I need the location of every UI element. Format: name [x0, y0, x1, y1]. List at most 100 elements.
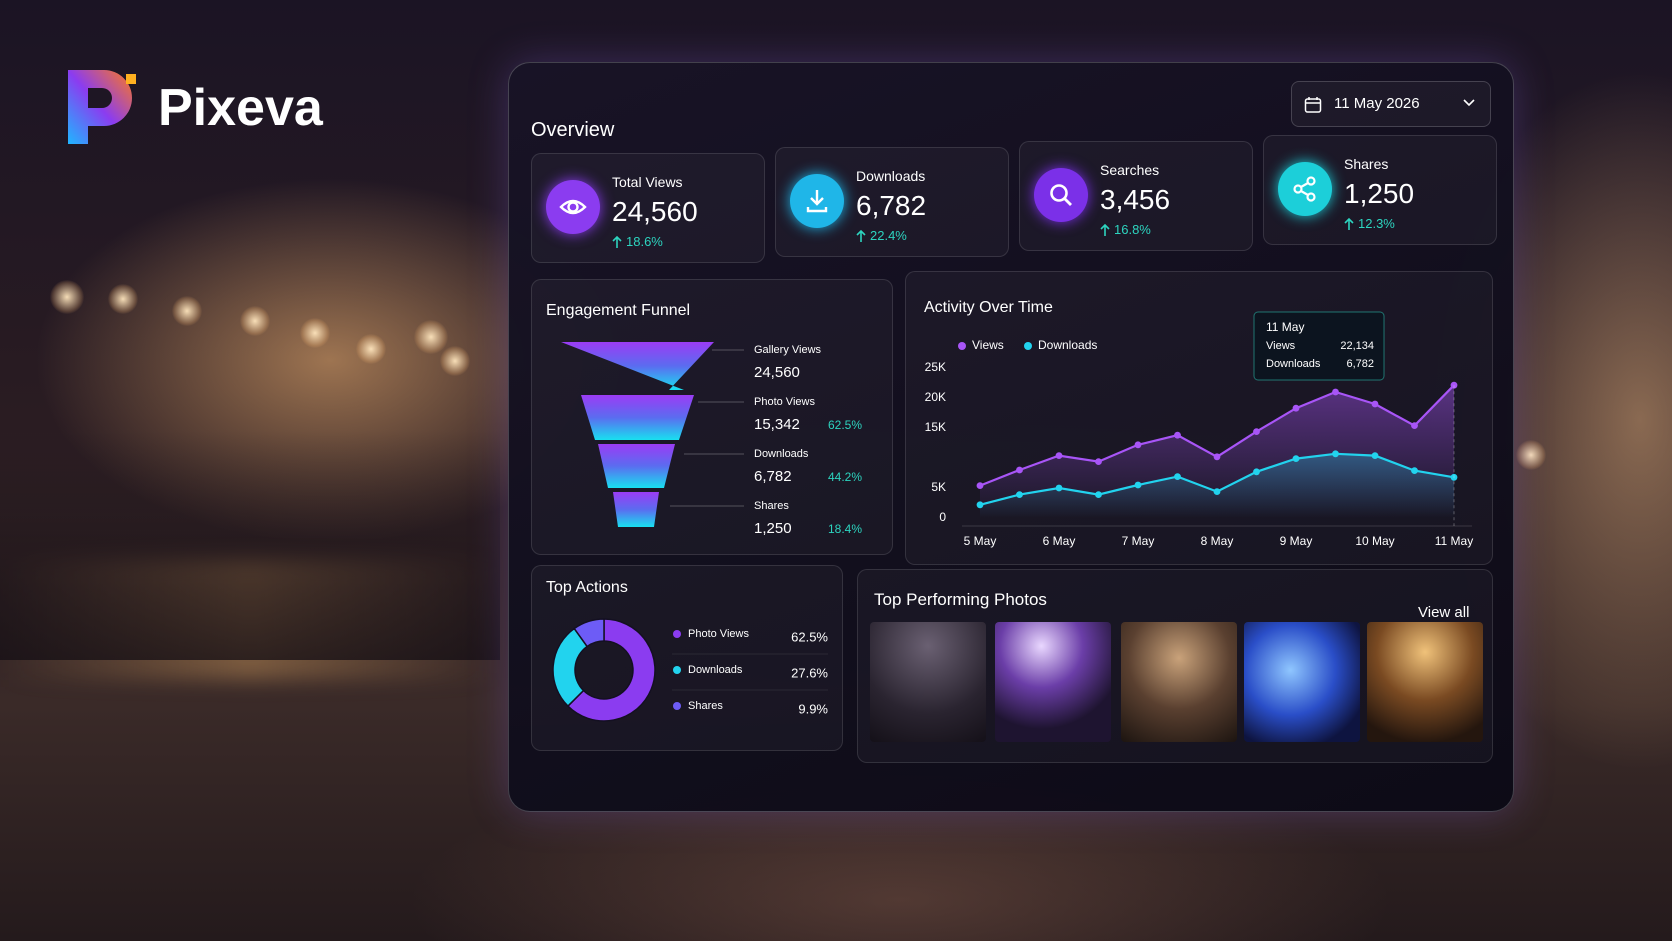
kpi-value: 3,456	[1100, 184, 1171, 215]
stage-value: 15,342	[754, 416, 800, 433]
kpi-card: Searches 3,456 16.8%	[1019, 141, 1253, 251]
x-tick-label: 9 May	[1280, 534, 1313, 548]
value-label: 62.5%	[791, 629, 828, 644]
bokeh	[108, 284, 138, 314]
kpi-change-text: 18.6%	[626, 234, 663, 249]
legend-label: Downloads	[688, 664, 743, 676]
kpi-card: Downloads 6,782 22.4%	[775, 147, 1009, 257]
value-label: 27.6%	[791, 665, 828, 680]
kpi-change-text: 16.8%	[1114, 222, 1151, 237]
kpi-icon	[546, 180, 600, 234]
point	[1055, 452, 1063, 459]
kpi-change: 18.6%	[612, 234, 712, 250]
kpi-icon	[790, 174, 844, 228]
x-tick-label: 7 May	[1122, 534, 1155, 548]
photo-thumb	[1244, 622, 1360, 742]
tooltip-title: 11 May	[1266, 320, 1304, 334]
tooltip-value: 6,782	[1346, 358, 1374, 370]
stage-rate: 44.2%	[828, 470, 863, 484]
kpi-card: Total Views 24,560 18.6%	[531, 153, 765, 263]
bokeh	[172, 296, 202, 326]
point	[1411, 467, 1418, 474]
bokeh	[414, 320, 448, 354]
kpi-change: 22.4%	[856, 228, 956, 244]
stage-value: 1,250	[754, 520, 792, 537]
point	[1095, 458, 1102, 465]
value-label: 9.9%	[798, 701, 828, 716]
photos-card: Top Performing Photos View all	[857, 569, 1493, 763]
point	[1174, 473, 1181, 480]
photo-thumb	[1121, 622, 1237, 742]
stage-rate: 18.4%	[828, 522, 863, 536]
up-arrow	[856, 229, 866, 242]
donut-segment	[566, 618, 656, 722]
legend-label: Photo Views	[688, 628, 749, 640]
point	[1213, 488, 1221, 495]
point	[1292, 404, 1300, 412]
bokeh	[240, 306, 270, 336]
point	[1016, 491, 1023, 498]
photo-thumb	[1367, 622, 1483, 742]
kpi-label: Searches	[1100, 162, 1160, 178]
point	[1253, 468, 1260, 476]
dashboard: Overview 11 May 2026 Engagement Funnel G…	[508, 62, 1514, 812]
tooltip-label: Views	[1266, 340, 1296, 352]
point	[1450, 381, 1458, 389]
kpi-card: Shares 1,250 12.3%	[1263, 135, 1497, 245]
kpi-icon	[1278, 162, 1332, 216]
point	[1174, 431, 1181, 439]
photo-thumb	[995, 622, 1111, 742]
legend-swatch	[673, 702, 681, 710]
point	[1411, 422, 1418, 429]
y-tick-label: 0	[939, 510, 946, 524]
legend-swatch	[673, 666, 681, 674]
kpi-change: 16.8%	[1100, 222, 1200, 238]
bokeh	[440, 346, 470, 376]
stage-label: Gallery Views	[754, 344, 822, 356]
y-tick-label: 25K	[925, 360, 946, 374]
crowd-shadow	[0, 430, 500, 660]
legend-swatch	[673, 630, 681, 638]
y-tick-label: 20K	[925, 390, 946, 404]
kpi-icon	[1034, 168, 1088, 222]
point	[1371, 452, 1379, 459]
point	[1016, 466, 1023, 474]
point	[1332, 450, 1339, 458]
brand-name: Pixeva	[158, 79, 323, 137]
stage-label: Downloads	[754, 448, 809, 460]
view-all-link[interactable]: View all	[1418, 604, 1470, 621]
icon	[1050, 184, 1072, 206]
tooltip-value: 22,134	[1340, 340, 1374, 352]
tooltip	[1253, 311, 1385, 381]
bokeh	[356, 334, 386, 364]
up-arrow	[1100, 223, 1110, 236]
point	[1253, 428, 1260, 435]
area	[980, 453, 1454, 518]
x-tick-label: 6 May	[1043, 534, 1076, 548]
point	[1292, 455, 1300, 462]
legend-swatch	[958, 342, 966, 350]
point	[1134, 441, 1142, 449]
icon	[1293, 176, 1316, 202]
date-text: 11 May 2026	[1334, 95, 1420, 112]
legend-label: Downloads	[1038, 338, 1097, 352]
point	[976, 482, 984, 489]
kpi-value: 6,782	[856, 190, 927, 221]
section-title: Overview	[531, 119, 615, 141]
kpi-value: 24,560	[612, 196, 698, 227]
funnel-step	[581, 395, 694, 440]
tooltip-label: Downloads	[1266, 358, 1321, 370]
date-picker[interactable]: 11 May 2026	[1291, 81, 1491, 127]
stage-label: Shares	[754, 500, 789, 512]
line-chart: Activity Over Time 0 5K 15K 20K 25K 5 May 6 May…	[924, 299, 1473, 548]
kpi-value: 1,250	[1344, 178, 1415, 209]
card-title: Top Performing Photos	[874, 590, 1047, 609]
kpi-change-text: 12.3%	[1358, 216, 1395, 231]
activity-card: Activity Over Time 0 5K 15K 20K 25K 5 May 6 May…	[905, 271, 1493, 565]
point	[1055, 484, 1063, 492]
donut-segment	[573, 618, 605, 648]
legend-label: Shares	[688, 700, 723, 712]
x-tick-label: 10 May	[1355, 534, 1394, 548]
point	[1213, 453, 1221, 461]
